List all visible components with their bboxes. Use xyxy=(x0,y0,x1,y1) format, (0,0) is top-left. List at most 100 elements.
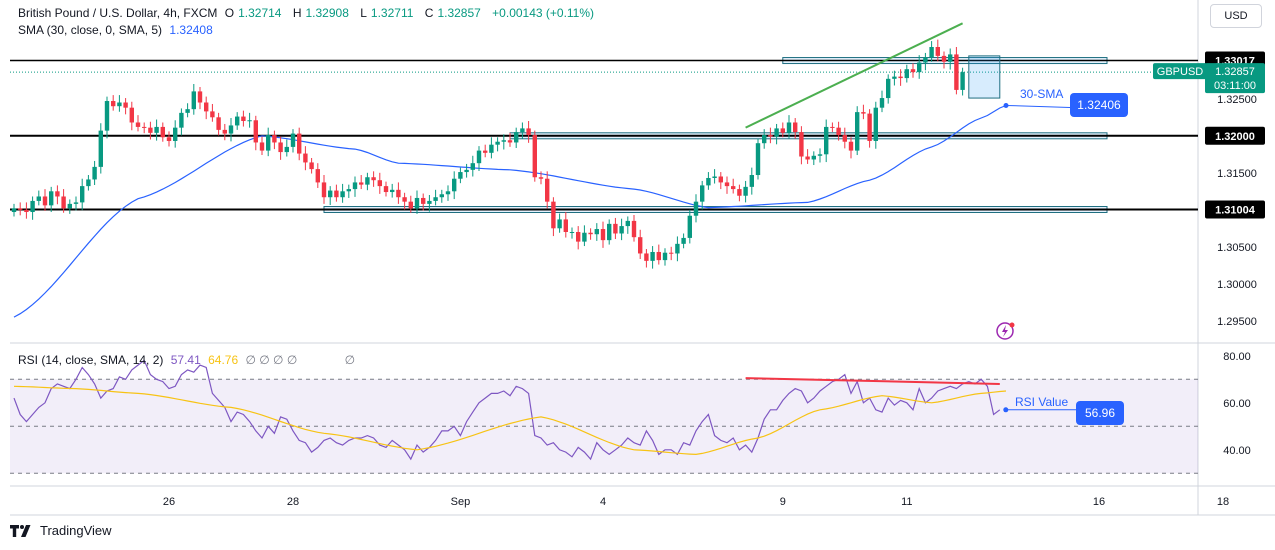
candle xyxy=(910,63,916,78)
open-label: O xyxy=(224,6,235,20)
candle xyxy=(935,39,940,62)
rsi-title[interactable]: RSI (14, close, SMA, 14, 2) xyxy=(18,353,164,367)
time-tick-label: 4 xyxy=(600,496,606,508)
candle-body xyxy=(873,107,878,141)
candle xyxy=(427,195,432,212)
candle xyxy=(768,127,773,144)
tradingview-icon xyxy=(10,524,31,537)
candle xyxy=(532,130,537,182)
candle-body xyxy=(278,142,283,153)
candle-body xyxy=(569,232,575,233)
candle-body xyxy=(11,208,17,213)
candle xyxy=(346,184,351,198)
candle xyxy=(836,121,841,141)
candle-body xyxy=(18,208,23,210)
symbol-tag-bg xyxy=(1153,63,1207,80)
open-value: 1.32714 xyxy=(238,6,282,20)
candle-body xyxy=(396,189,401,198)
rsi-extra-values: ∅ ∅ ∅ ∅ xyxy=(245,353,298,367)
candle xyxy=(793,118,798,139)
rsi-tick-label: 60.00 xyxy=(1223,398,1251,410)
candle-body xyxy=(700,185,705,202)
candle xyxy=(948,48,953,70)
candle xyxy=(104,96,110,139)
candle-body xyxy=(197,91,203,103)
candle-body xyxy=(520,128,525,133)
candle xyxy=(154,119,159,141)
candle xyxy=(166,131,172,147)
level-1-price-label: 1.32000 xyxy=(1215,131,1255,143)
candle-body xyxy=(61,196,66,209)
candle xyxy=(272,130,277,150)
candle-body xyxy=(383,186,389,193)
candle-body xyxy=(272,135,277,143)
candle xyxy=(898,69,903,86)
candle xyxy=(284,139,289,157)
candle-body xyxy=(507,140,513,143)
candle xyxy=(297,127,302,161)
candle xyxy=(67,199,72,214)
candle xyxy=(247,112,252,128)
candle xyxy=(377,172,382,194)
candle xyxy=(830,122,835,133)
candle xyxy=(712,169,717,184)
symbol-title[interactable]: British Pound / U.S. Dollar, 4h, FXCM xyxy=(18,6,218,20)
tradingview-logo[interactable]: TradingView xyxy=(10,523,112,538)
price-tick-label: 1.31500 xyxy=(1217,168,1257,180)
candle xyxy=(904,64,909,83)
candle xyxy=(718,172,723,190)
sma-title[interactable]: SMA (30, close, 0, SMA, 5) xyxy=(18,23,163,37)
candle-body xyxy=(377,180,382,187)
candle-body xyxy=(228,125,234,134)
candle-body xyxy=(724,182,730,187)
candle-body xyxy=(42,196,48,206)
candle-body xyxy=(104,101,110,131)
candle xyxy=(259,136,265,156)
candle-body xyxy=(737,189,742,196)
candle xyxy=(197,86,203,110)
candle xyxy=(266,127,271,157)
candle-body xyxy=(650,251,655,261)
candle xyxy=(42,189,48,211)
candle xyxy=(669,246,674,261)
sma-line xyxy=(13,104,1007,318)
candle xyxy=(607,219,612,245)
candle-body xyxy=(793,122,798,133)
candle xyxy=(117,95,122,112)
candle-body xyxy=(390,189,395,193)
currency-button[interactable]: USD xyxy=(1210,4,1262,28)
price-tick-label: 1.29500 xyxy=(1217,316,1257,328)
candle-body xyxy=(452,178,457,192)
candle xyxy=(334,184,339,202)
candle-body xyxy=(755,143,761,176)
candle-body xyxy=(334,190,339,198)
candle-body xyxy=(303,153,308,163)
rsi-extra-value: ∅ xyxy=(344,353,356,367)
candle xyxy=(433,189,438,206)
countdown-label: 03:11:00 xyxy=(1214,80,1256,92)
sma-legend: SMA (30, close, 0, SMA, 5) 1.32408 xyxy=(18,23,217,37)
candle-body xyxy=(923,57,928,63)
candle-body xyxy=(941,55,947,62)
last-price-bg xyxy=(1205,63,1265,94)
candle xyxy=(222,123,227,141)
candle-body xyxy=(24,209,29,213)
candle xyxy=(241,110,246,127)
candle-body xyxy=(148,127,153,133)
candle-body xyxy=(576,232,581,242)
candle xyxy=(507,132,513,147)
candle-body xyxy=(36,196,41,201)
candle xyxy=(179,108,184,136)
candle xyxy=(371,171,376,187)
price-tick-label: 1.30000 xyxy=(1217,279,1257,291)
candle xyxy=(675,236,680,262)
candle xyxy=(278,136,283,160)
alert-bolt xyxy=(1002,325,1008,337)
candle xyxy=(917,55,922,79)
candle-body xyxy=(315,169,320,183)
time-tick-label: 26 xyxy=(163,496,175,508)
candle-body xyxy=(898,76,903,79)
candle xyxy=(123,98,128,115)
rsi-annotation-label: RSI Value xyxy=(1015,395,1068,409)
